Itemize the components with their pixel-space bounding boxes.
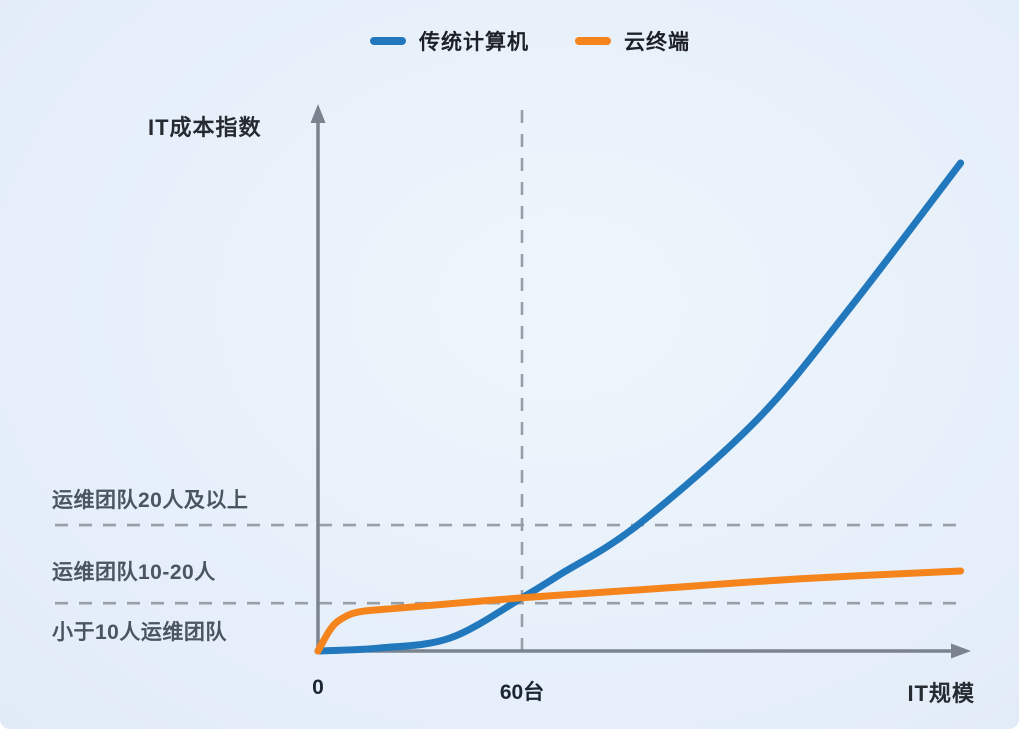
y-axis-arrow-icon xyxy=(310,104,326,123)
series-curve-1 xyxy=(314,567,965,655)
legend-label-traditional-pc: 传统计算机 xyxy=(419,31,529,54)
legend-swatch-traditional-pc xyxy=(370,37,406,45)
y-axis-title: IT成本指数 xyxy=(148,115,262,140)
guide-lines xyxy=(55,104,963,651)
curves xyxy=(314,159,965,655)
series-curve-0 xyxy=(314,159,965,655)
legend-swatch-cloud-terminal xyxy=(575,37,611,45)
legend-label-cloud-terminal: 云终端 xyxy=(624,31,690,54)
legend-item-traditional-pc: 传统计算机 xyxy=(370,26,529,56)
legend: 传统计算机 云终端 xyxy=(370,28,690,54)
band-label-team-10-20: 运维团队10-20人 xyxy=(52,561,216,584)
x-tick-60: 60台 xyxy=(499,681,545,704)
legend-item-cloud-terminal: 云终端 xyxy=(575,26,690,56)
x-tick-zero: 0 xyxy=(312,676,324,699)
x-axis-arrow-icon xyxy=(951,643,971,659)
x-axis-title: IT规模 xyxy=(907,681,975,706)
band-label-team-20plus: 运维团队20人及以上 xyxy=(52,489,249,512)
axes xyxy=(310,104,971,659)
band-label-team-under10: 小于10人运维团队 xyxy=(52,621,227,644)
